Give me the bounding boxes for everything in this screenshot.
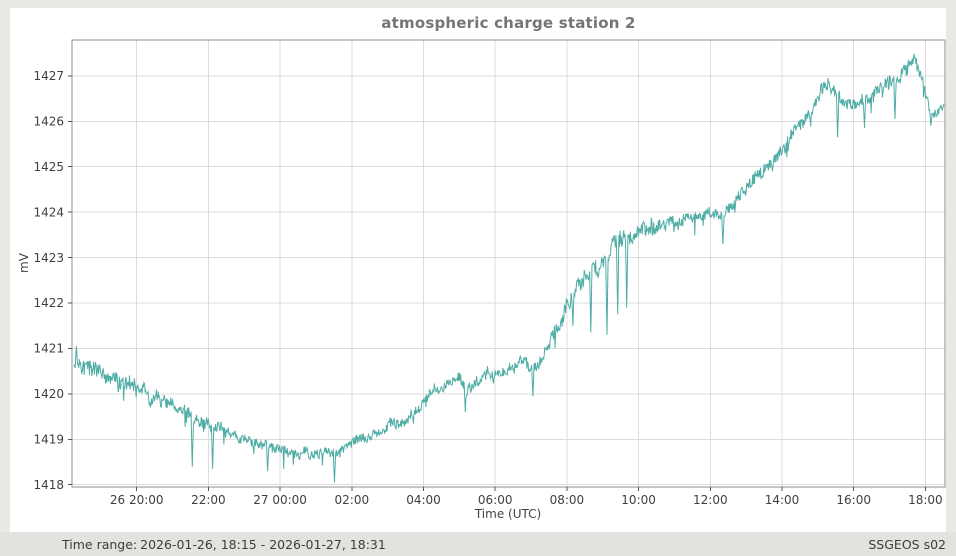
x-tick-label: 27 00:00	[253, 493, 307, 507]
time-range-label: Time range:	[62, 536, 138, 552]
x-tick-label: 10:00	[621, 493, 656, 507]
y-tick-label: 1423	[33, 251, 64, 265]
x-tick-label: 02:00	[335, 493, 370, 507]
x-tick-label: 06:00	[478, 493, 513, 507]
gridlines	[72, 40, 945, 487]
x-tick-label: 26 20:00	[110, 493, 164, 507]
y-tick-label: 1418	[33, 478, 64, 492]
y-tick-label: 1421	[33, 342, 64, 356]
y-tick-label: 1419	[33, 433, 64, 447]
chart-plot: 1418 1419 1420 1421 1422 1423 1424 1425 1426 1427…	[17, 39, 946, 521]
data-series-line	[73, 53, 945, 483]
time-range-text: Time range: 2026-01-26, 18:15 - 2026-01-2…	[62, 537, 389, 552]
y-tick-label: 1424	[33, 205, 64, 219]
axis-ticks	[68, 75, 926, 491]
chart-figure: atmospheric charge station 2 1418 1419 142…	[10, 8, 946, 532]
x-tick-label: 08:00	[550, 493, 585, 507]
status-bar: Time range: 2026-01-26, 18:15 - 2026-01-2…	[0, 532, 956, 556]
x-tick-label: 18:00	[908, 493, 943, 507]
x-tick-label: 04:00	[406, 493, 441, 507]
x-tick-label: 12:00	[693, 493, 728, 507]
x-tick-label: 16:00	[836, 493, 871, 507]
y-tick-label: 1427	[33, 69, 64, 83]
y-axis-title: mV	[17, 252, 31, 273]
tick-labels: 1418 1419 1420 1421 1422 1423 1424 1425 1426 1427…	[33, 69, 942, 507]
x-axis-title: Time (UTC)	[474, 507, 541, 521]
chart-title: atmospheric charge station 2	[381, 14, 636, 32]
x-tick-label: 14:00	[765, 493, 800, 507]
y-tick-label: 1425	[33, 160, 64, 174]
y-tick-label: 1426	[33, 115, 64, 129]
x-tick-label: 22:00	[191, 493, 226, 507]
source-label: SSGEOS s02	[868, 536, 946, 552]
y-tick-label: 1422	[33, 296, 64, 310]
time-range-value: 2026-01-26, 18:15 - 2026-01-27, 18:31	[140, 536, 386, 552]
plot-frame	[71, 39, 946, 488]
y-tick-label: 1420	[33, 387, 64, 401]
